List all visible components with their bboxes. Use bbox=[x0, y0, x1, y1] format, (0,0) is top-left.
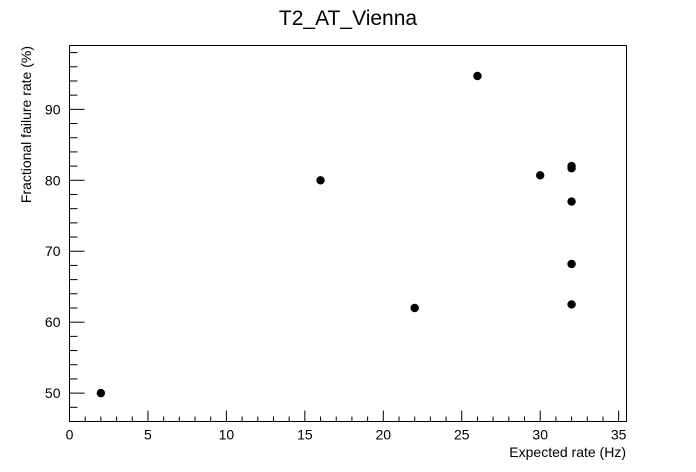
data-point bbox=[473, 71, 482, 81]
data-point bbox=[567, 259, 576, 269]
y-tick-label: 90 bbox=[45, 101, 61, 117]
y-axis-label: Fractional failure rate (%) bbox=[18, 46, 34, 203]
y-tick-label: 80 bbox=[45, 172, 61, 188]
x-tick-label: 25 bbox=[454, 427, 470, 443]
y-tick-label: 70 bbox=[45, 243, 61, 259]
data-point bbox=[567, 164, 576, 173]
x-tick-label: 0 bbox=[66, 427, 74, 443]
x-tick-label: 15 bbox=[297, 427, 313, 443]
data-point bbox=[567, 300, 576, 309]
x-tick-label: 20 bbox=[376, 427, 392, 443]
data-point bbox=[96, 388, 106, 398]
y-tick-label: 50 bbox=[45, 385, 61, 401]
x-axis-label: Expected rate (Hz) bbox=[509, 444, 626, 460]
x-tick-label: 35 bbox=[611, 427, 627, 443]
chart-title: T2_AT_Vienna bbox=[279, 7, 417, 30]
data-point bbox=[316, 176, 325, 185]
y-axis: 50 60 70 80 90 bbox=[45, 52, 85, 422]
data-point bbox=[536, 171, 545, 180]
y-tick-label: 60 bbox=[45, 314, 61, 330]
x-tick-label: 30 bbox=[532, 427, 548, 443]
plot-frame bbox=[69, 45, 627, 422]
x-tick-label: 5 bbox=[144, 427, 152, 443]
x-axis: 0 5 10 15 20 25 30 35 bbox=[66, 410, 627, 443]
data-point bbox=[410, 303, 419, 313]
data-points bbox=[96, 71, 576, 398]
data-point bbox=[567, 197, 576, 206]
x-tick-label: 10 bbox=[219, 427, 235, 443]
